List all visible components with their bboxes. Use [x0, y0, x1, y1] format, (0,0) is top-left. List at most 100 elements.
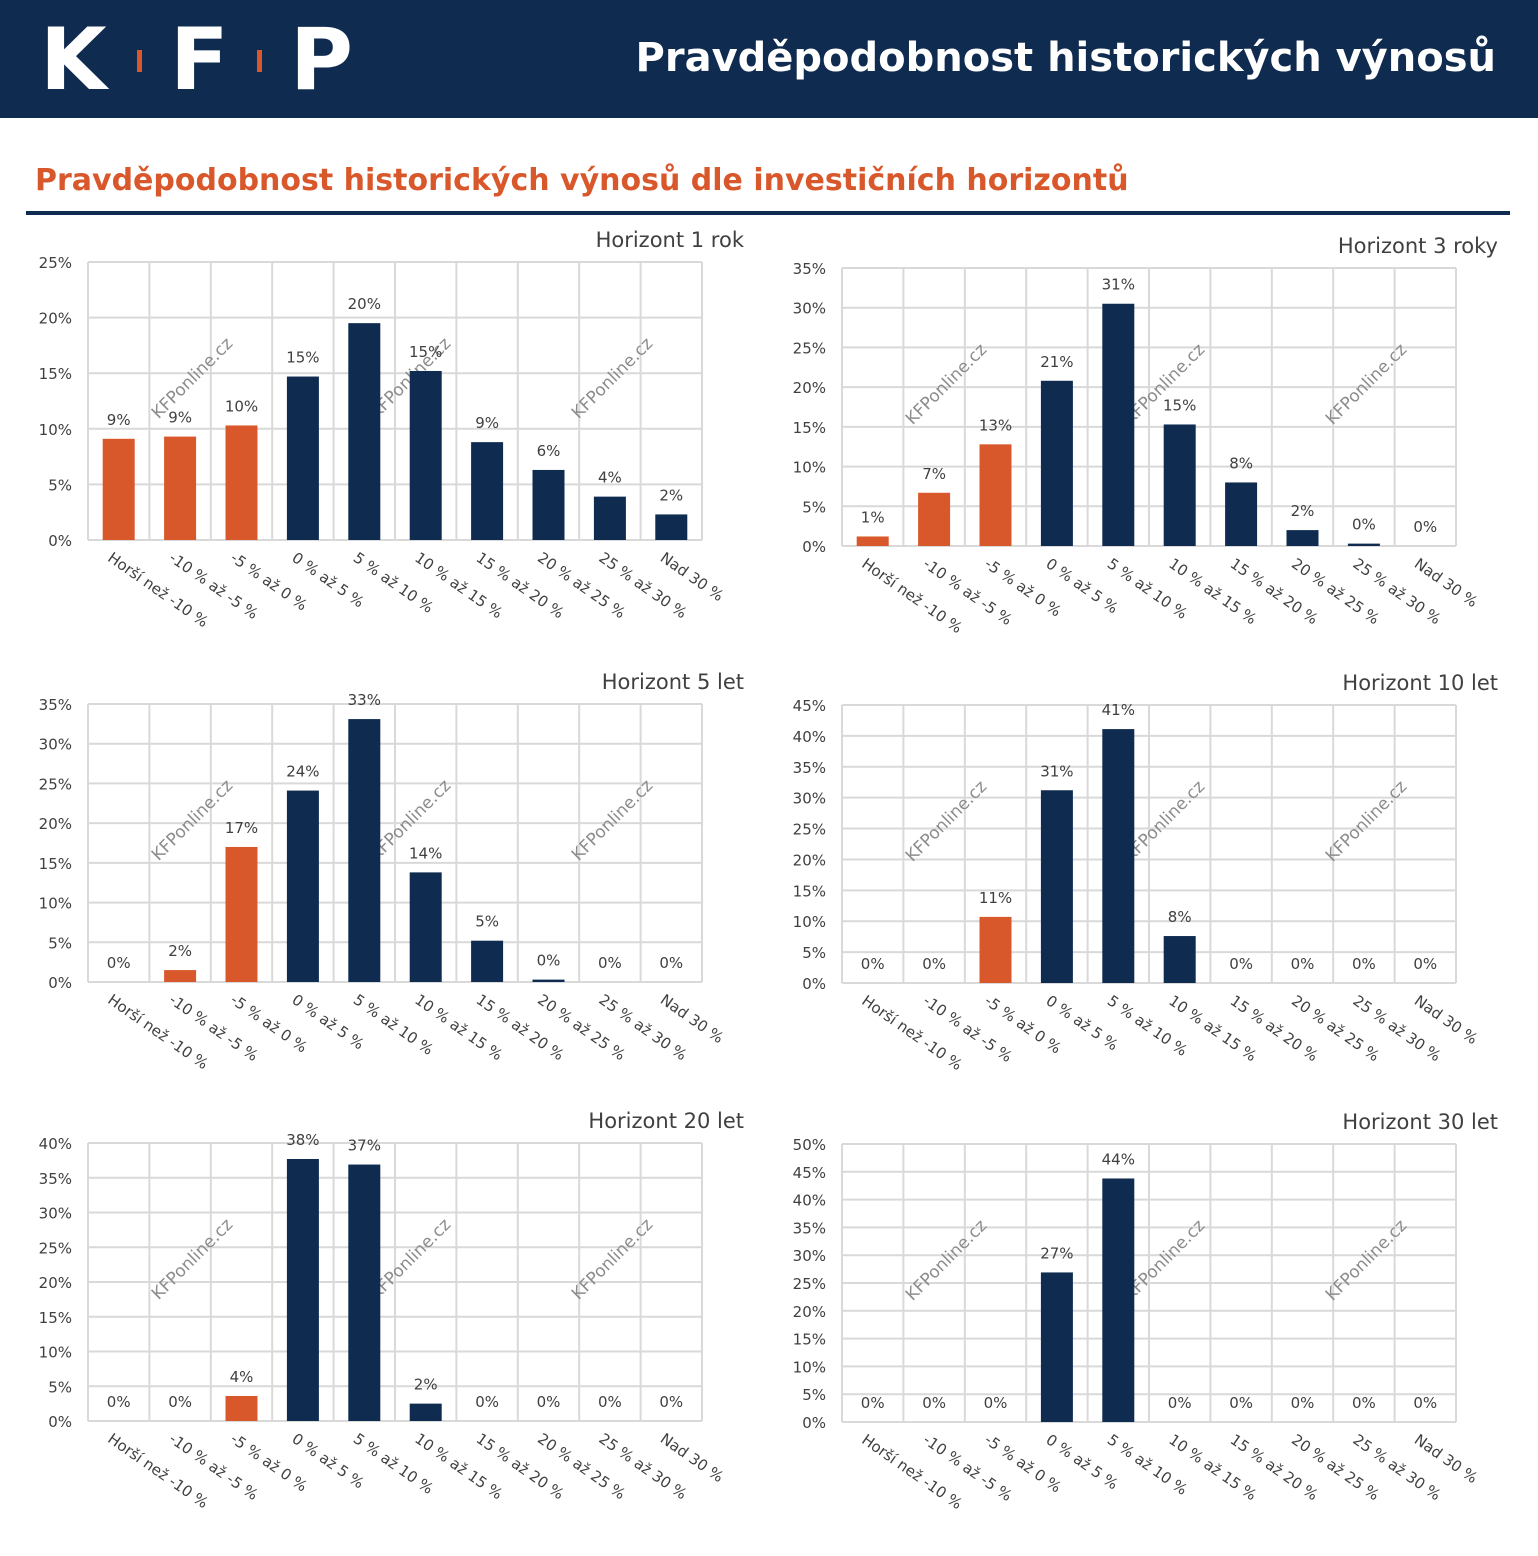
- data-label: 0%: [1352, 955, 1376, 973]
- y-tick-label: 5%: [48, 1378, 72, 1396]
- bar: [1347, 543, 1380, 546]
- data-label: 0%: [1229, 1394, 1253, 1412]
- data-label: 0%: [861, 955, 885, 973]
- bar: [532, 979, 565, 982]
- bar: [979, 444, 1012, 546]
- y-tick-label: 15%: [39, 855, 72, 873]
- y-tick-label: 20%: [793, 851, 826, 869]
- y-tick-label: 10%: [793, 459, 826, 477]
- data-label: 41%: [1102, 701, 1135, 719]
- bar: [471, 442, 504, 540]
- data-label: 0%: [107, 1393, 131, 1411]
- y-tick-label: 25%: [39, 254, 72, 272]
- y-tick-label: 0%: [48, 974, 72, 992]
- y-tick-label: 20%: [39, 310, 72, 328]
- data-label: 21%: [1040, 353, 1073, 371]
- data-label: 0%: [922, 1394, 946, 1412]
- bar: [225, 846, 258, 982]
- y-tick-label: 35%: [39, 1170, 72, 1188]
- data-label: 0%: [598, 1393, 622, 1411]
- data-label: 4%: [230, 1368, 254, 1386]
- data-label: 38%: [286, 1131, 319, 1149]
- data-label: 15%: [409, 343, 442, 361]
- data-label: 8%: [1168, 908, 1192, 926]
- data-label: 0%: [598, 954, 622, 972]
- data-label: 31%: [1040, 762, 1073, 780]
- data-label: 0%: [659, 954, 683, 972]
- y-tick-label: 20%: [39, 815, 72, 833]
- y-tick-label: 35%: [39, 696, 72, 714]
- data-label: 2%: [414, 1376, 438, 1394]
- y-tick-label: 10%: [39, 895, 72, 913]
- y-tick-label: 35%: [793, 260, 826, 278]
- chart-svg: 0% 5% 10% 15% 20% 25% 30% 35% KFPonline.cz KFPonl…: [793, 260, 1481, 637]
- y-tick-label: 15%: [793, 882, 826, 900]
- y-tick-label: 0%: [802, 975, 826, 993]
- chart-title: Horizont 1 rok: [595, 228, 744, 252]
- bar: [1040, 380, 1073, 546]
- page-subtitle: Pravděpodobnost historických výnosů dle …: [35, 163, 1129, 198]
- data-label: 37%: [348, 1137, 381, 1155]
- chart-horizont-5-let: 0% 5% 10% 15% 20% 25% 30% 35% KFPonline.cz KFPonl…: [0, 664, 760, 1094]
- data-label: 14%: [409, 844, 442, 862]
- chart-title: Horizont 3 roky: [1337, 234, 1498, 258]
- bar: [1163, 424, 1196, 546]
- bar: [918, 492, 951, 546]
- bar: [1286, 530, 1319, 546]
- y-tick-label: 15%: [39, 1309, 72, 1327]
- page-header: K F P Pravděpodobnost historických výnos…: [0, 0, 1538, 118]
- y-tick-label: 25%: [793, 821, 826, 839]
- y-tick-label: 40%: [39, 1135, 72, 1153]
- y-tick-label: 20%: [793, 379, 826, 397]
- y-tick-label: 25%: [39, 1239, 72, 1257]
- data-label: 11%: [979, 889, 1012, 907]
- bar: [409, 1403, 442, 1421]
- y-tick-label: 35%: [793, 1219, 826, 1237]
- y-tick-label: 40%: [793, 1192, 826, 1210]
- chart-title: Horizont 10 let: [1342, 671, 1498, 695]
- data-label: 2%: [168, 942, 192, 960]
- bar: [1102, 729, 1135, 983]
- y-tick-label: 30%: [793, 300, 826, 318]
- watermark: KFPonline.cz: [1322, 340, 1411, 429]
- y-tick-label: 15%: [39, 365, 72, 383]
- y-tick-label: 30%: [793, 1247, 826, 1265]
- bar: [164, 436, 197, 540]
- bar: [1040, 1272, 1073, 1422]
- bar: [655, 514, 688, 540]
- y-tick-label: 20%: [793, 1303, 826, 1321]
- y-tick-label: 0%: [802, 538, 826, 556]
- chart-svg: 0% 5% 10% 15% 20% 25% KFPonline.cz KFPonline.cz…: [39, 254, 727, 631]
- bar: [348, 719, 381, 982]
- data-label: 0%: [1291, 955, 1315, 973]
- watermark: KFPonline.cz: [902, 1216, 991, 1305]
- bar: [1163, 936, 1196, 983]
- y-tick-label: 15%: [793, 419, 826, 437]
- data-label: 5%: [475, 913, 499, 931]
- watermark: KFPonline.cz: [902, 777, 991, 866]
- y-tick-label: 25%: [793, 339, 826, 357]
- bar: [348, 323, 381, 540]
- data-label: 0%: [107, 954, 131, 972]
- data-label: 1%: [861, 508, 885, 526]
- logo-letter-k: K: [40, 10, 107, 110]
- bar: [409, 872, 442, 982]
- bar: [532, 469, 565, 540]
- logo-separator: [257, 50, 262, 72]
- data-label: 17%: [225, 819, 258, 837]
- chart-title: Horizont 5 let: [601, 670, 744, 694]
- logo-letter-p: P: [290, 10, 354, 110]
- y-tick-label: 50%: [793, 1136, 826, 1154]
- chart-horizont-20-let: 0% 5% 10% 15% 20% 25% 30% 35% 40% KFPonline.cz KFP…: [0, 1103, 760, 1533]
- y-tick-label: 5%: [802, 944, 826, 962]
- y-tick-label: 10%: [793, 913, 826, 931]
- y-tick-label: 5%: [48, 476, 72, 494]
- bar: [409, 370, 442, 540]
- y-tick-label: 10%: [793, 1358, 826, 1376]
- bar: [164, 970, 197, 982]
- bar: [593, 496, 626, 540]
- bar: [286, 376, 319, 540]
- data-label: 0%: [984, 1394, 1008, 1412]
- logo-letter-f: F: [170, 10, 229, 110]
- data-label: 0%: [659, 1393, 683, 1411]
